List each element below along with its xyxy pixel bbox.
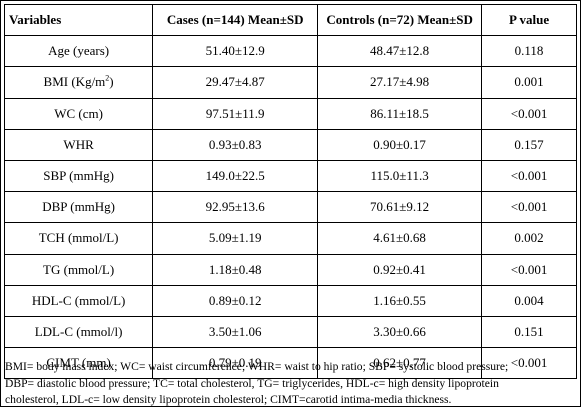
header-variables: Variables (3, 3, 154, 37)
cell-controls: 3.30±0.66 (317, 315, 483, 349)
cell-p-value: 0.004 (481, 284, 577, 317)
cell-controls: 86.11±18.5 (317, 97, 483, 130)
cell-cases: 29.47±4.87 (152, 66, 319, 99)
table-row: TCH (mmol/L) 5.09±1.19 4.61±0.68 0.002 (3, 222, 577, 255)
cell-variable: BMI (Kg/m2) (3, 66, 154, 99)
cell-p-value: 0.118 (481, 35, 577, 68)
cell-variable: LDL-C (mmol/l) (3, 315, 154, 349)
footnote-line: BMI= body mass index; WC= waist circumfe… (5, 360, 509, 373)
cell-variable: TCH (mmol/L) (3, 222, 154, 255)
cell-controls: 48.47±12.8 (317, 35, 483, 68)
cell-cases: 5.09±1.19 (152, 222, 319, 255)
cell-p-value: 0.157 (481, 128, 577, 161)
cell-variable: CIMT (mm) (3, 347, 154, 380)
table-row: LDL-C (mmol/l) 3.50±1.06 3.30±0.66 0.151 (3, 315, 577, 349)
cell-cases: 1.18±0.48 (152, 253, 319, 286)
cell-p-value: <0.001 (481, 191, 577, 224)
table-row: WC (cm) 97.51±11.9 86.11±18.5 <0.001 (3, 97, 577, 130)
footnote-line: DBP= diastolic blood pressure; TC= total… (5, 376, 499, 390)
variable-text: BMI (Kg/m (43, 74, 106, 90)
header-row: Variables Cases (n=144) Mean±SD Controls… (3, 3, 577, 37)
cell-p-value: <0.001 (481, 253, 577, 286)
cell-p-value: 0.151 (481, 315, 577, 349)
cell-p-value: 0.001 (481, 66, 577, 99)
cell-variable: TG (mmol/L) (3, 253, 154, 286)
cell-variable: Age (years) (3, 35, 154, 68)
cell-p-value: <0.001 (481, 97, 577, 130)
footnote-line: cholesterol, LDL-c= low density lipoprot… (5, 393, 452, 406)
table-row: WHR 0.93±0.83 0.90±0.17 0.157 (3, 128, 577, 161)
cell-p-value: <0.001 (481, 159, 577, 193)
data-table: Variables Cases (n=144) Mean±SD Controls… (3, 3, 577, 380)
cell-p-value: 0.002 (481, 222, 577, 255)
cell-cases: 92.95±13.6 (152, 191, 319, 224)
table-row: CIMT (mm) 0.79±0.19 0.62±0.77 <0.001 (3, 347, 577, 380)
cell-cases: 149.0±22.5 (152, 159, 319, 193)
header-cases: Cases (n=144) Mean±SD (152, 3, 319, 37)
cell-controls: 115.0±11.3 (317, 159, 483, 193)
cell-controls: 70.61±9.12 (317, 191, 483, 224)
cell-controls: 1.16±0.55 (317, 284, 483, 317)
table-row: DBP (mmHg) 92.95±13.6 70.61±9.12 <0.001 (3, 191, 577, 224)
table-row: Age (years) 51.40±12.9 48.47±12.8 0.118 (3, 35, 577, 68)
cell-controls: 27.17±4.98 (317, 66, 483, 99)
cell-variable: DBP (mmHg) (3, 191, 154, 224)
cell-controls: 0.62±0.77 (317, 347, 483, 380)
cell-cases: 51.40±12.9 (152, 35, 319, 68)
cell-cases: 97.51±11.9 (152, 97, 319, 130)
table-footnote: BMI= body mass index; WC= waist circumfe… (5, 359, 577, 409)
cell-controls: 0.90±0.17 (317, 128, 483, 161)
cell-variable: SBP (mmHg) (3, 159, 154, 193)
cell-cases: 0.79±0.19 (152, 347, 319, 380)
cell-variable: WHR (3, 128, 154, 161)
cell-variable: WC (cm) (3, 97, 154, 130)
header-p-value: P value (481, 3, 577, 37)
cell-controls: 0.92±0.41 (317, 253, 483, 286)
cell-cases: 3.50±1.06 (152, 315, 319, 349)
cell-cases: 0.93±0.83 (152, 128, 319, 161)
cell-variable: HDL-C (mmol/L) (3, 284, 154, 317)
table-row: SBP (mmHg) 149.0±22.5 115.0±11.3 <0.001 (3, 159, 577, 193)
header-controls: Controls (n=72) Mean±SD (317, 3, 483, 37)
cell-cases: 0.89±0.12 (152, 284, 319, 317)
variable-suffix: ) (109, 74, 114, 90)
variable-superscript: 2 (105, 74, 110, 84)
cell-p-value: <0.001 (481, 347, 577, 380)
cell-controls: 4.61±0.68 (317, 222, 483, 255)
table-row: HDL-C (mmol/L) 0.89±0.12 1.16±0.55 0.004 (3, 284, 577, 317)
table-row: TG (mmol/L) 1.18±0.48 0.92±0.41 <0.001 (3, 253, 577, 286)
table-row: BMI (Kg/m2) 29.47±4.87 27.17±4.98 0.001 (3, 66, 577, 99)
